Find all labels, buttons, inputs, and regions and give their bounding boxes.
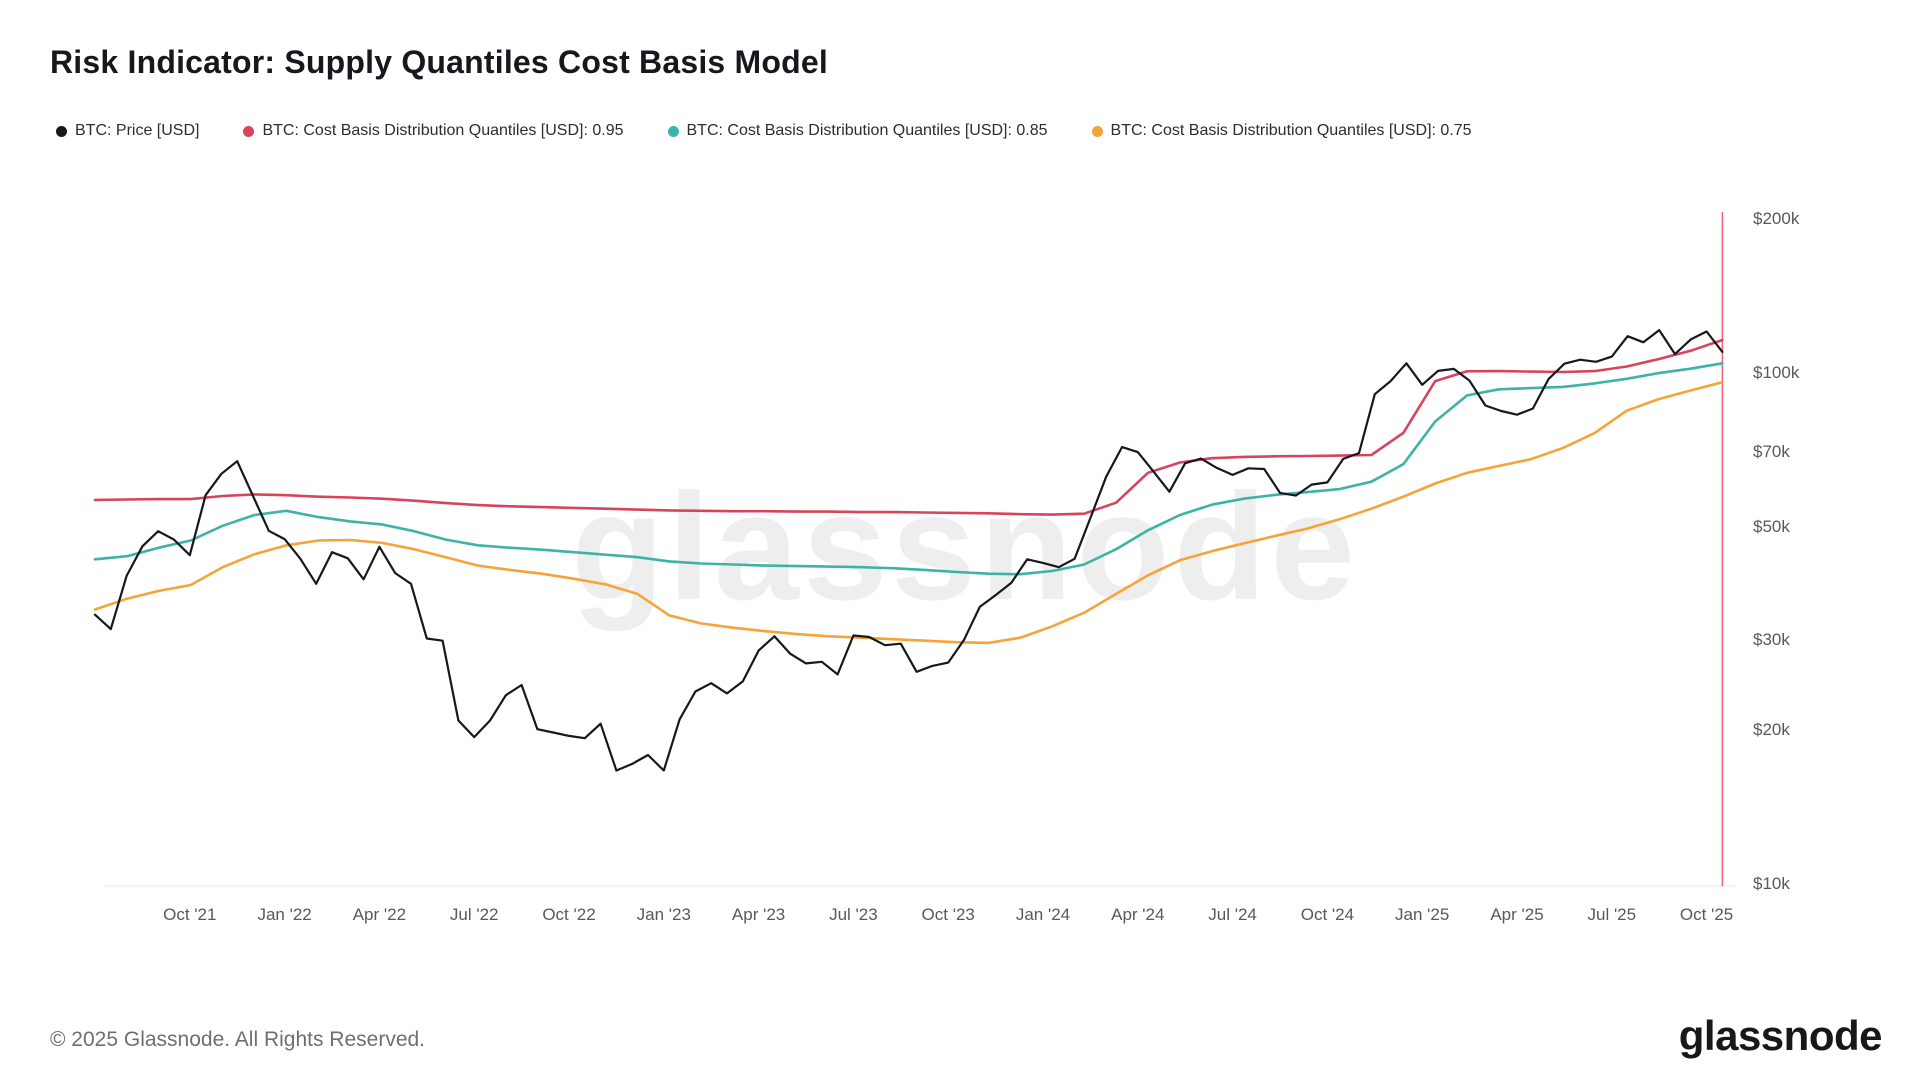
x-axis-label: Apr '22 <box>353 905 406 924</box>
y-axis-label: $20k <box>1753 720 1790 739</box>
legend-swatch-icon <box>56 125 67 137</box>
x-axis-label: Jan '23 <box>637 905 691 924</box>
quantile-075-line <box>93 380 1724 645</box>
legend-item-q085[interactable]: BTC: Cost Basis Distribution Quantiles [… <box>667 122 1048 140</box>
page-title: Risk Indicator: Supply Quantiles Cost Ba… <box>50 44 828 80</box>
x-axis-label: Jul '22 <box>450 905 499 924</box>
legend-label: BTC: Cost Basis Distribution Quantiles [… <box>1110 122 1472 139</box>
glassnode-logo: glassnode <box>1678 1012 1883 1059</box>
legend-item-q075[interactable]: BTC: Cost Basis Distribution Quantiles [… <box>1091 122 1472 140</box>
x-axis-label: Apr '23 <box>732 905 785 924</box>
legend-item-price[interactable]: BTC: Price [USD] <box>56 122 199 140</box>
quantile-085-line <box>93 361 1724 576</box>
y-axis-label: $30k <box>1753 630 1790 649</box>
y-axis-label: $10k <box>1753 874 1790 893</box>
x-axis-label: Jan '24 <box>1016 905 1070 924</box>
legend-label: BTC: Cost Basis Distribution Quantiles [… <box>686 122 1048 139</box>
y-axis-label: $200k <box>1753 209 1800 228</box>
x-axis-label: Oct '22 <box>542 905 595 924</box>
x-axis-label: Oct '25 <box>1680 905 1733 924</box>
x-axis-label: Jan '25 <box>1395 905 1449 924</box>
y-axis-label: $100k <box>1753 363 1800 382</box>
chart-legend: BTC: Price [USD] BTC: Cost Basis Distribu… <box>56 122 1472 140</box>
x-axis-label: Oct '21 <box>163 905 216 924</box>
x-axis-label: Jul '24 <box>1208 905 1257 924</box>
legend-item-q095[interactable]: BTC: Cost Basis Distribution Quantiles [… <box>243 122 624 140</box>
x-axis-label: Jan '22 <box>257 905 311 924</box>
x-axis-label: Apr '24 <box>1111 905 1164 924</box>
legend-label: BTC: Price [USD] <box>75 122 200 139</box>
x-axis-label: Jul '23 <box>829 905 878 924</box>
x-axis-label: Apr '25 <box>1490 905 1543 924</box>
x-axis-label: Jul '25 <box>1587 905 1636 924</box>
x-axis-label: Oct '23 <box>922 905 975 924</box>
legend-label: BTC: Cost Basis Distribution Quantiles [… <box>262 122 624 139</box>
price-line <box>93 329 1724 772</box>
legend-swatch-icon <box>243 125 255 137</box>
legend-swatch-icon <box>667 125 679 137</box>
footer-copyright: © 2025 Glassnode. All Rights Reserved. <box>50 1028 426 1051</box>
chart-plot-area[interactable] <box>95 200 1735 890</box>
quantile-095-line <box>93 338 1724 516</box>
x-axis-label: Oct '24 <box>1301 905 1354 924</box>
y-axis-label: $50k <box>1753 517 1790 536</box>
y-axis-label: $70k <box>1753 442 1790 461</box>
legend-swatch-icon <box>1091 125 1103 137</box>
